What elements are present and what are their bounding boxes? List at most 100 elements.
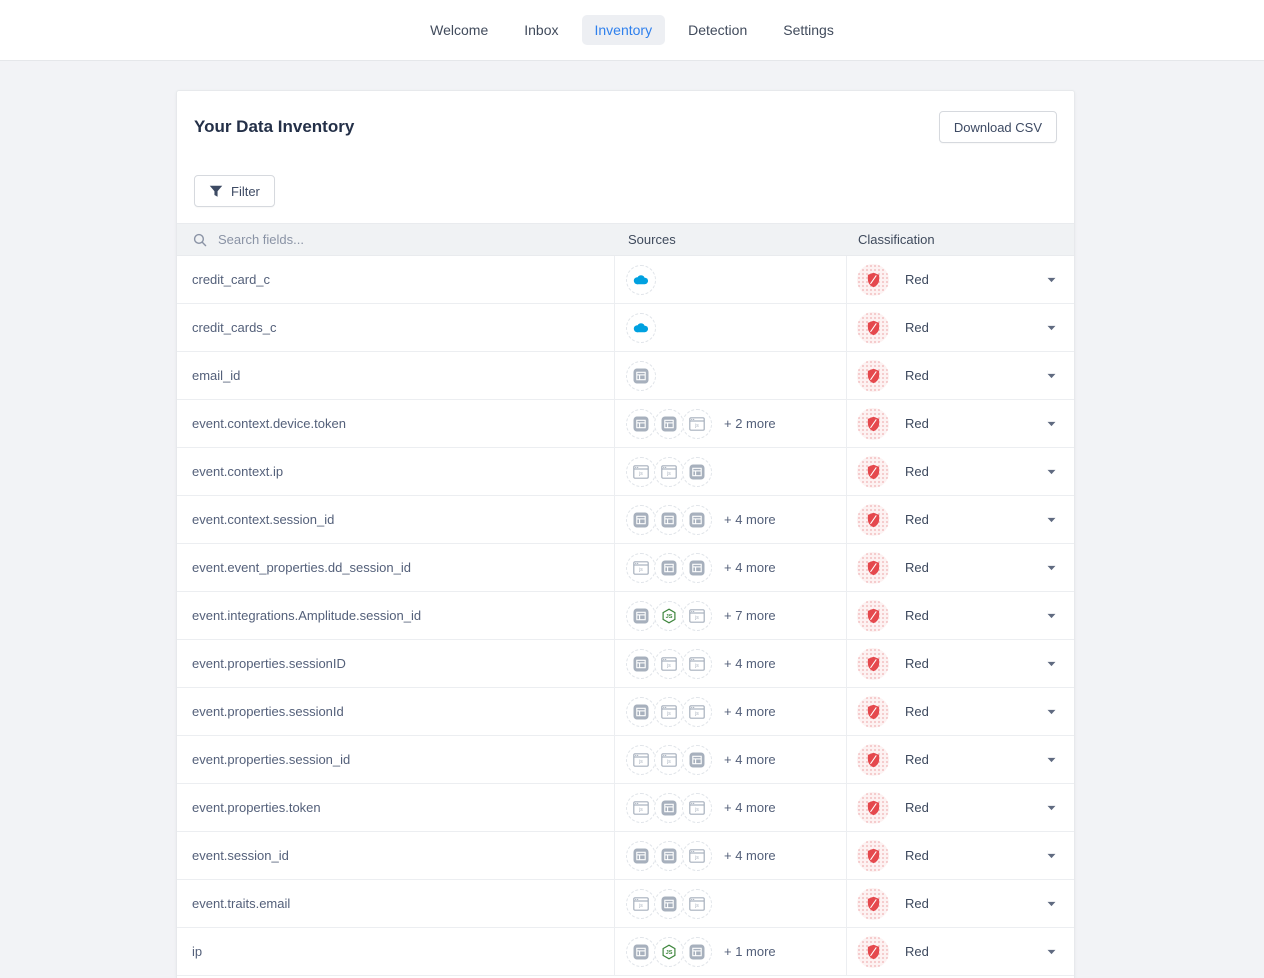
field-name: event.properties.session_id <box>192 752 351 767</box>
classification-label: Red <box>905 512 929 527</box>
classification-label: Red <box>905 800 929 815</box>
classification-column-header: Classification <box>858 232 935 247</box>
filter-button[interactable]: Filter <box>194 175 275 207</box>
window-outline-icon: js <box>626 456 656 487</box>
field-cell: event.properties.session_id <box>177 736 614 783</box>
classification-dropdown[interactable]: Red <box>905 400 1064 447</box>
sources-cell: JS js + 7 more <box>614 592 846 639</box>
field-name: event.properties.sessionId <box>192 704 344 719</box>
chevron-down-icon <box>1047 853 1056 859</box>
classification-label: Red <box>905 464 929 479</box>
field-cell: ip <box>177 928 614 975</box>
window-outline-icon: js <box>654 456 684 487</box>
classification-dropdown[interactable]: Red <box>905 736 1064 783</box>
table-row: event.traits.email js js Red <box>177 880 1074 928</box>
red-shield-icon <box>857 695 889 728</box>
download-csv-button[interactable]: Download CSV <box>938 111 1057 143</box>
nav-item-settings[interactable]: Settings <box>783 22 834 38</box>
table-row: event.context.ip js js Red <box>177 448 1074 496</box>
classification-label: Red <box>905 944 929 959</box>
red-shield-icon <box>857 791 889 824</box>
nav-item-inventory[interactable]: Inventory <box>581 15 666 45</box>
inventory-panel: Your Data Inventory Download CSV Filter … <box>176 90 1075 978</box>
sources-cell <box>614 352 846 399</box>
classification-dropdown[interactable]: Red <box>905 592 1064 639</box>
search-input[interactable] <box>216 231 546 248</box>
classification-label: Red <box>905 656 929 671</box>
nodejs-icon: JS <box>654 936 684 967</box>
table-row: ip JS + 1 more Red <box>177 928 1074 976</box>
source-icons <box>626 504 712 535</box>
window-outline-icon: js <box>682 648 712 679</box>
classification-dropdown[interactable]: Red <box>905 640 1064 687</box>
chevron-down-icon <box>1047 661 1056 667</box>
classification-dropdown[interactable]: Red <box>905 256 1064 303</box>
filter-funnel-icon <box>209 185 223 198</box>
window-outline-icon: js <box>626 744 656 775</box>
field-cell: email_id <box>177 352 614 399</box>
classification-dropdown[interactable]: Red <box>905 880 1064 927</box>
window-outline-icon: js <box>654 744 684 775</box>
sources-cell: js + 2 more <box>614 400 846 447</box>
red-shield-icon <box>857 407 889 440</box>
classification-dropdown[interactable]: Red <box>905 784 1064 831</box>
table-row: credit_card_c Red <box>177 256 1074 304</box>
source-icons: js js <box>626 792 712 823</box>
nav-item-welcome[interactable]: Welcome <box>430 22 489 38</box>
source-icons <box>626 312 656 343</box>
window-solid-icon <box>626 408 656 439</box>
field-name: event.traits.email <box>192 896 291 911</box>
download-csv-label: Download CSV <box>953 119 1042 135</box>
red-shield-icon <box>857 935 889 968</box>
classification-label: Red <box>905 272 929 287</box>
red-shield-icon <box>857 887 889 920</box>
classification-label: Red <box>905 896 929 911</box>
svg-text:js: js <box>694 663 699 669</box>
classification-cell: Red <box>846 448 1074 495</box>
window-solid-icon <box>654 504 684 535</box>
chevron-down-icon <box>1047 517 1056 523</box>
classification-cell: Red <box>846 544 1074 591</box>
sources-cell: js js + 4 more <box>614 688 846 735</box>
svg-text:js: js <box>694 615 699 621</box>
svg-text:JS: JS <box>666 950 673 956</box>
more-sources-label: + 7 more <box>724 608 776 623</box>
classification-dropdown[interactable]: Red <box>905 544 1064 591</box>
classification-dropdown[interactable]: Red <box>905 928 1064 975</box>
classification-dropdown[interactable]: Red <box>905 688 1064 735</box>
table-row: email_id Red <box>177 352 1074 400</box>
window-solid-icon <box>682 936 712 967</box>
classification-dropdown[interactable]: Red <box>905 496 1064 543</box>
salesforce-icon <box>626 312 656 343</box>
classification-dropdown[interactable]: Red <box>905 304 1064 351</box>
sources-cell: js js + 4 more <box>614 784 846 831</box>
chevron-down-icon <box>1047 469 1056 475</box>
red-shield-icon <box>857 359 889 392</box>
nav-item-detection[interactable]: Detection <box>688 22 748 38</box>
classification-cell: Red <box>846 928 1074 975</box>
window-solid-icon <box>654 792 684 823</box>
field-cell: credit_card_c <box>177 256 614 303</box>
window-solid-icon <box>626 696 656 727</box>
classification-dropdown[interactable]: Red <box>905 832 1064 879</box>
classification-label: Red <box>905 416 929 431</box>
chevron-down-icon <box>1047 613 1056 619</box>
table-row: credit_cards_c Red <box>177 304 1074 352</box>
red-shield-icon <box>857 599 889 632</box>
red-shield-icon <box>857 263 889 296</box>
more-sources-label: + 1 more <box>724 944 776 959</box>
window-outline-icon: js <box>682 600 712 631</box>
sources-cell: js js <box>614 448 846 495</box>
svg-text:js: js <box>638 471 643 477</box>
filter-row: Filter <box>177 175 1074 207</box>
svg-text:js: js <box>638 759 643 765</box>
chevron-down-icon <box>1047 325 1056 331</box>
table-row: event.session_id js + 4 more Red <box>177 832 1074 880</box>
classification-dropdown[interactable]: Red <box>905 448 1064 495</box>
svg-text:js: js <box>638 807 643 813</box>
top-nav: Welcome Inbox Inventory Detection Settings <box>0 0 1264 61</box>
classification-dropdown[interactable]: Red <box>905 352 1064 399</box>
window-solid-icon <box>626 360 656 391</box>
nav-item-inbox[interactable]: Inbox <box>524 22 559 38</box>
source-icons: js <box>626 840 712 871</box>
